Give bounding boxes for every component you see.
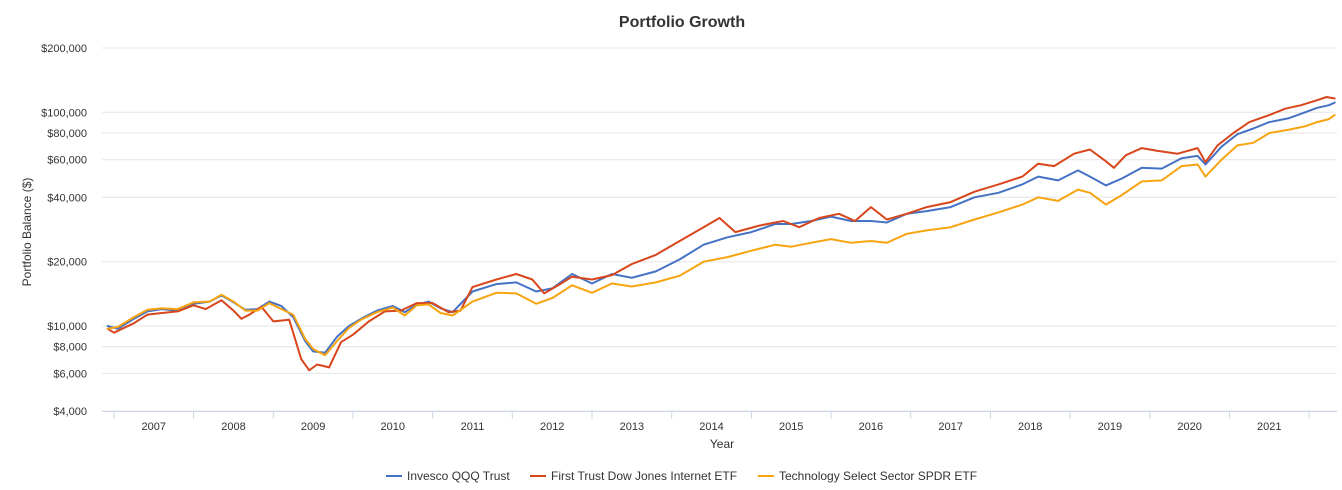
y-axis: $4,000 $6,000 $8,000 $10,000 $20,000 $40,000 $…	[41, 43, 87, 418]
x-tick-label: 2017	[938, 421, 962, 433]
x-tick-label: 2009	[301, 421, 325, 433]
y-tick-label: $4,000	[53, 406, 87, 418]
y-tick-label: $10,000	[47, 321, 87, 333]
x-tick-label: 2018	[1018, 421, 1042, 433]
x-tick-label: 2014	[699, 421, 723, 433]
y-tick-label: $40,000	[47, 192, 87, 204]
x-tick-label: 2011	[461, 421, 485, 433]
x-axis: 2007 2008 2009 2010 2011 2012 2013 2014 2015 2016…	[102, 411, 1337, 433]
x-tick-label: 2016	[859, 421, 883, 433]
x-tick-label: 2021	[1257, 421, 1281, 433]
y-tick-label: $8,000	[53, 342, 87, 354]
y-tick-label: $6,000	[53, 368, 87, 380]
legend-item[interactable]: First Trust Dow Jones Internet ETF	[530, 469, 737, 483]
y-axis-label: Portfolio Balance ($)	[20, 178, 34, 287]
legend[interactable]: Invesco QQQ Trust First Trust Dow Jones I…	[386, 469, 977, 483]
x-tick-label: 2007	[142, 421, 166, 433]
legend-label: Invesco QQQ Trust	[407, 469, 510, 483]
x-tick-label: 2012	[540, 421, 564, 433]
x-tick-label: 2019	[1098, 421, 1122, 433]
chart-title: Portfolio Growth	[619, 14, 745, 31]
legend-item[interactable]: Invesco QQQ Trust	[386, 469, 510, 483]
y-tick-label: $20,000	[47, 257, 87, 269]
series-lines	[106, 96, 1336, 372]
series-line-first-trust-dow-jones-internet-etf[interactable]	[106, 96, 1336, 372]
x-axis-label: Year	[710, 437, 734, 451]
x-tick-label: 2010	[381, 421, 405, 433]
legend-label: First Trust Dow Jones Internet ETF	[551, 469, 737, 483]
x-tick-label: 2008	[221, 421, 245, 433]
series-line-invesco-qqq-trust[interactable]	[106, 101, 1336, 354]
y-tick-label: $80,000	[47, 128, 87, 140]
series-line-technology-select-sector-spdr-etf[interactable]	[106, 114, 1336, 357]
x-tick-label: 2020	[1177, 421, 1201, 433]
y-tick-label: $100,000	[41, 107, 87, 119]
x-tick-label: 2013	[620, 421, 644, 433]
legend-item[interactable]: Technology Select Sector SPDR ETF	[758, 469, 977, 483]
legend-label: Technology Select Sector SPDR ETF	[779, 469, 977, 483]
gridlines	[102, 47, 1337, 412]
y-tick-label: $200,000	[41, 43, 87, 55]
y-tick-label: $60,000	[47, 155, 87, 167]
x-tick-label: 2015	[779, 421, 803, 433]
